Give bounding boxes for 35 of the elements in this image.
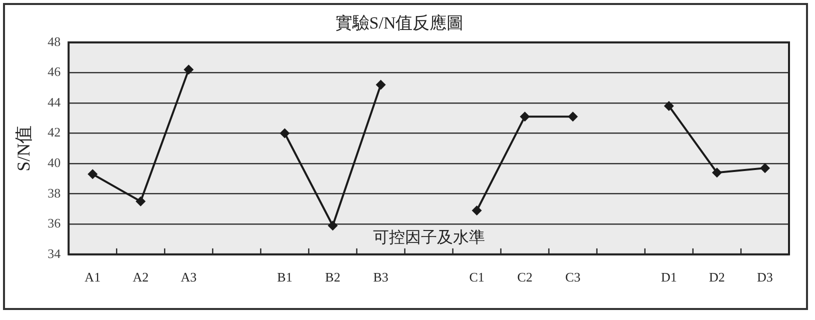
point <box>88 169 98 180</box>
x-tick-label: C1 <box>469 270 484 285</box>
point <box>136 196 146 206</box>
x-tick-label: C3 <box>565 270 580 285</box>
point <box>376 80 386 90</box>
x-axis-title: 可控因子及水準 <box>372 228 485 247</box>
y-tick-label: 40 <box>48 154 61 170</box>
x-tick-label: D2 <box>709 270 725 285</box>
y-axis-title: S/N值 <box>14 125 34 172</box>
y-tick-label: 38 <box>48 185 61 200</box>
x-tick-label: C2 <box>517 270 532 285</box>
point <box>472 205 482 216</box>
x-tick-label: A1 <box>84 270 101 285</box>
y-tick-label: 46 <box>48 64 62 80</box>
point <box>712 168 722 178</box>
x-tick-label: B1 <box>277 270 292 285</box>
chart-title: 實驗S/N值反應圖 <box>335 14 464 33</box>
point <box>760 163 770 174</box>
y-tick-label: 42 <box>48 124 61 140</box>
point <box>280 128 290 138</box>
x-tick-label: B3 <box>373 270 388 285</box>
y-tick-label: 48 <box>48 34 61 49</box>
point <box>568 112 578 122</box>
x-tick-label: D3 <box>757 270 773 285</box>
x-tick-label: D1 <box>660 270 677 285</box>
x-tick-label: A2 <box>132 270 149 285</box>
x-tick-label: A3 <box>180 270 197 285</box>
point <box>520 112 530 122</box>
point <box>664 101 674 111</box>
y-tick-label: 36 <box>48 216 62 231</box>
point <box>328 220 338 231</box>
point <box>184 64 194 75</box>
y-tick-label: 34 <box>48 246 62 261</box>
x-tick-label: B2 <box>325 270 340 285</box>
y-tick-label: 44 <box>48 94 62 110</box>
